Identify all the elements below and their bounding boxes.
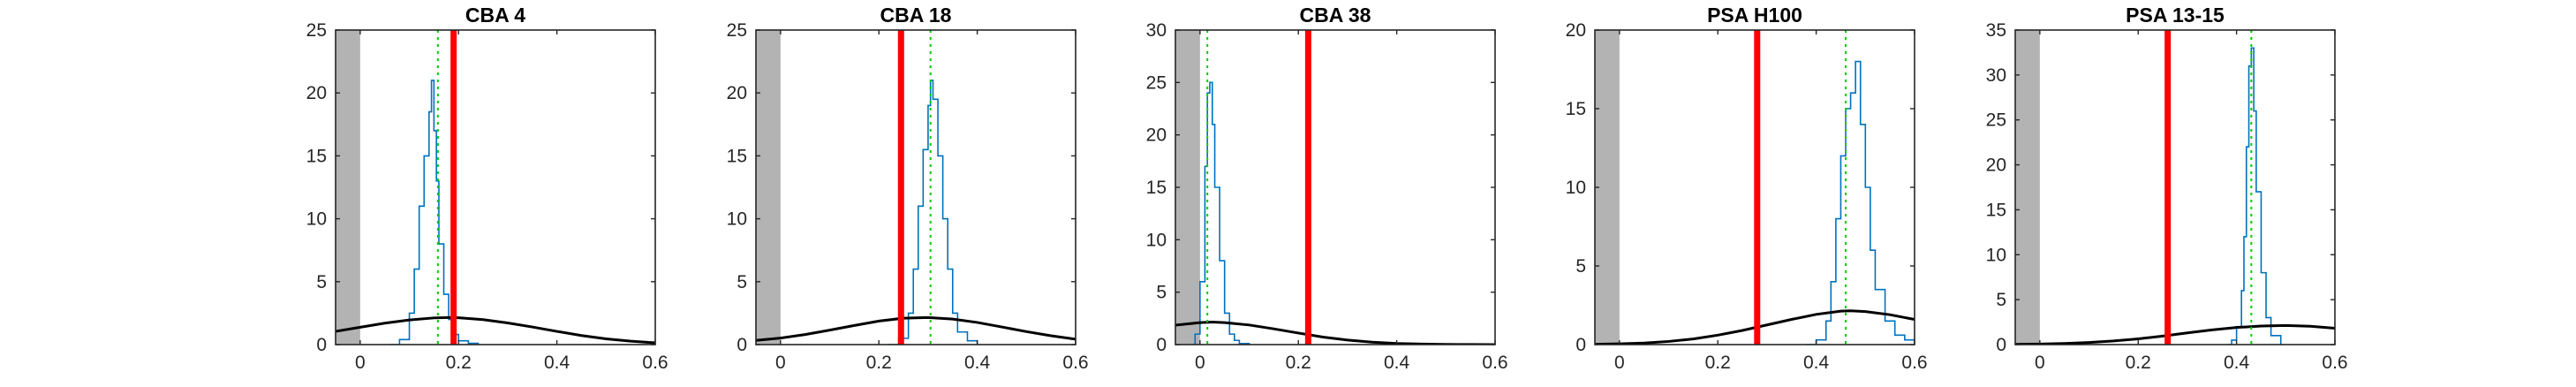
- y-tick-label: 15: [727, 146, 747, 166]
- y-tick-label: 30: [1986, 65, 2006, 86]
- x-tick-label: 0.6: [1062, 353, 1088, 373]
- density-curve: [1595, 309, 1915, 345]
- chart-svg: 0 0.2 0.4 0.6 0 5 10 15 20 25: [727, 20, 1089, 373]
- y-tick-label: 15: [1146, 178, 1167, 198]
- y-tick-label: 25: [306, 20, 327, 41]
- histogram-series: [389, 80, 480, 345]
- plot-area: [1595, 30, 1915, 345]
- density-curve: [756, 315, 1076, 342]
- shaded-region: [2015, 30, 2040, 345]
- y-tick-label: 15: [1566, 99, 1586, 119]
- y-tick-label: 0: [316, 335, 327, 355]
- chart-panel: 0 0.2 0.4 0.6 0 5 10 15 20 25 CBA 18: [694, 0, 1102, 387]
- axis-box: [335, 29, 656, 345]
- chart-title: PSA 13-15: [2126, 4, 2225, 27]
- x-tick-label: 0: [2035, 353, 2045, 373]
- x-tick-label: 0.2: [2126, 353, 2151, 373]
- x-tick-label: 0.4: [2224, 353, 2250, 373]
- y-tick-label: 5: [737, 272, 747, 292]
- x-tick-label: 0.4: [544, 353, 570, 373]
- x-tick-label: 0.2: [1286, 353, 1311, 373]
- density-curve: [1175, 320, 1495, 345]
- x-tick-label: 0.4: [964, 353, 991, 373]
- chart-title: CBA 18: [880, 4, 952, 27]
- x-tick-label: 0: [1195, 353, 1205, 373]
- y-tick-label: 5: [1575, 256, 1586, 277]
- x-tick-label: 0.2: [866, 353, 892, 373]
- x-tick-label: 0.4: [1803, 353, 1830, 373]
- density-curve: [336, 315, 655, 345]
- y-tick-label: 20: [306, 83, 327, 103]
- chart-panel: 0 0.2 0.4 0.6 0 5 10 15 20 PSA H100: [1533, 0, 1941, 387]
- chart-svg: 0 0.2 0.4 0.6 0 5 10 15 20 25: [306, 20, 669, 373]
- y-tick-label: 30: [1146, 20, 1167, 41]
- y-tick-label: 5: [1156, 283, 1167, 303]
- chart-panel: 0 0.2 0.4 0.6 0 5 10 15 20 25 30 35 PSA 13-15: [1953, 0, 2361, 387]
- y-tick-label: 10: [727, 209, 747, 230]
- y-tick-label: 10: [1566, 178, 1586, 198]
- plot-area: [1175, 30, 1495, 345]
- shaded-region: [756, 30, 781, 345]
- chart-title: PSA H100: [1707, 4, 1802, 27]
- x-tick-label: 0.4: [1384, 353, 1410, 373]
- y-tick-label: 25: [1146, 72, 1167, 93]
- y-tick-label: 10: [1986, 245, 2006, 265]
- chart-svg: 0 0.2 0.4 0.6 0 5 10 15 20 25 30: [1146, 20, 1508, 373]
- chart-title: CBA 38: [1299, 4, 1371, 27]
- x-tick-label: 0.6: [1901, 353, 1927, 373]
- y-tick-label: 5: [316, 272, 327, 292]
- axis-box: [2014, 29, 2336, 345]
- chart-svg: 0 0.2 0.4 0.6 0 5 10 15 20: [1566, 20, 1928, 373]
- x-tick-label: 0.6: [1482, 353, 1507, 373]
- axis-box: [755, 29, 1076, 345]
- plot-area: [756, 30, 1076, 345]
- y-tick-label: 0: [1156, 335, 1167, 355]
- y-tick-label: 20: [1566, 20, 1586, 41]
- y-tick-label: 20: [727, 83, 747, 103]
- histogram-series: [888, 80, 978, 345]
- y-tick-label: 0: [1996, 335, 2006, 355]
- histogram-series: [1806, 60, 1915, 345]
- chart-panel: 0 0.2 0.4 0.6 0 5 10 15 20 25 30 CBA 38: [1114, 0, 1522, 387]
- x-tick-label: 0.6: [2322, 353, 2347, 373]
- y-tick-label: 0: [1575, 335, 1586, 355]
- y-tick-label: 10: [1146, 230, 1167, 250]
- y-tick-label: 10: [306, 209, 327, 230]
- x-tick-label: 0: [355, 353, 366, 373]
- y-tick-label: 15: [306, 146, 327, 166]
- x-tick-label: 0.6: [642, 353, 668, 373]
- x-tick-label: 0: [775, 353, 786, 373]
- histogram-series: [1190, 81, 1250, 345]
- chart-panel: 0 0.2 0.4 0.6 0 5 10 15 20 25 CBA 4: [274, 0, 682, 387]
- shaded-region: [336, 30, 360, 345]
- y-tick-label: 15: [1986, 200, 2006, 220]
- density-curve: [2015, 323, 2335, 345]
- plot-area: [2015, 30, 2335, 345]
- y-tick-label: 25: [1986, 110, 2006, 131]
- plot-area: [336, 30, 655, 345]
- axis-box: [1175, 29, 1496, 345]
- y-tick-label: 5: [1996, 290, 2006, 310]
- x-tick-label: 0.2: [1705, 353, 1731, 373]
- x-tick-label: 0: [1614, 353, 1625, 373]
- x-tick-label: 0.2: [446, 353, 472, 373]
- y-tick-label: 20: [1146, 125, 1167, 146]
- chart-title: CBA 4: [465, 4, 526, 27]
- y-tick-label: 0: [737, 335, 747, 355]
- y-tick-label: 25: [727, 20, 747, 41]
- chart-svg: 0 0.2 0.4 0.6 0 5 10 15 20 25 30 35: [1986, 20, 2348, 373]
- histogram-series: [2226, 47, 2282, 345]
- y-tick-label: 35: [1986, 20, 2006, 41]
- y-tick-label: 20: [1986, 156, 2006, 176]
